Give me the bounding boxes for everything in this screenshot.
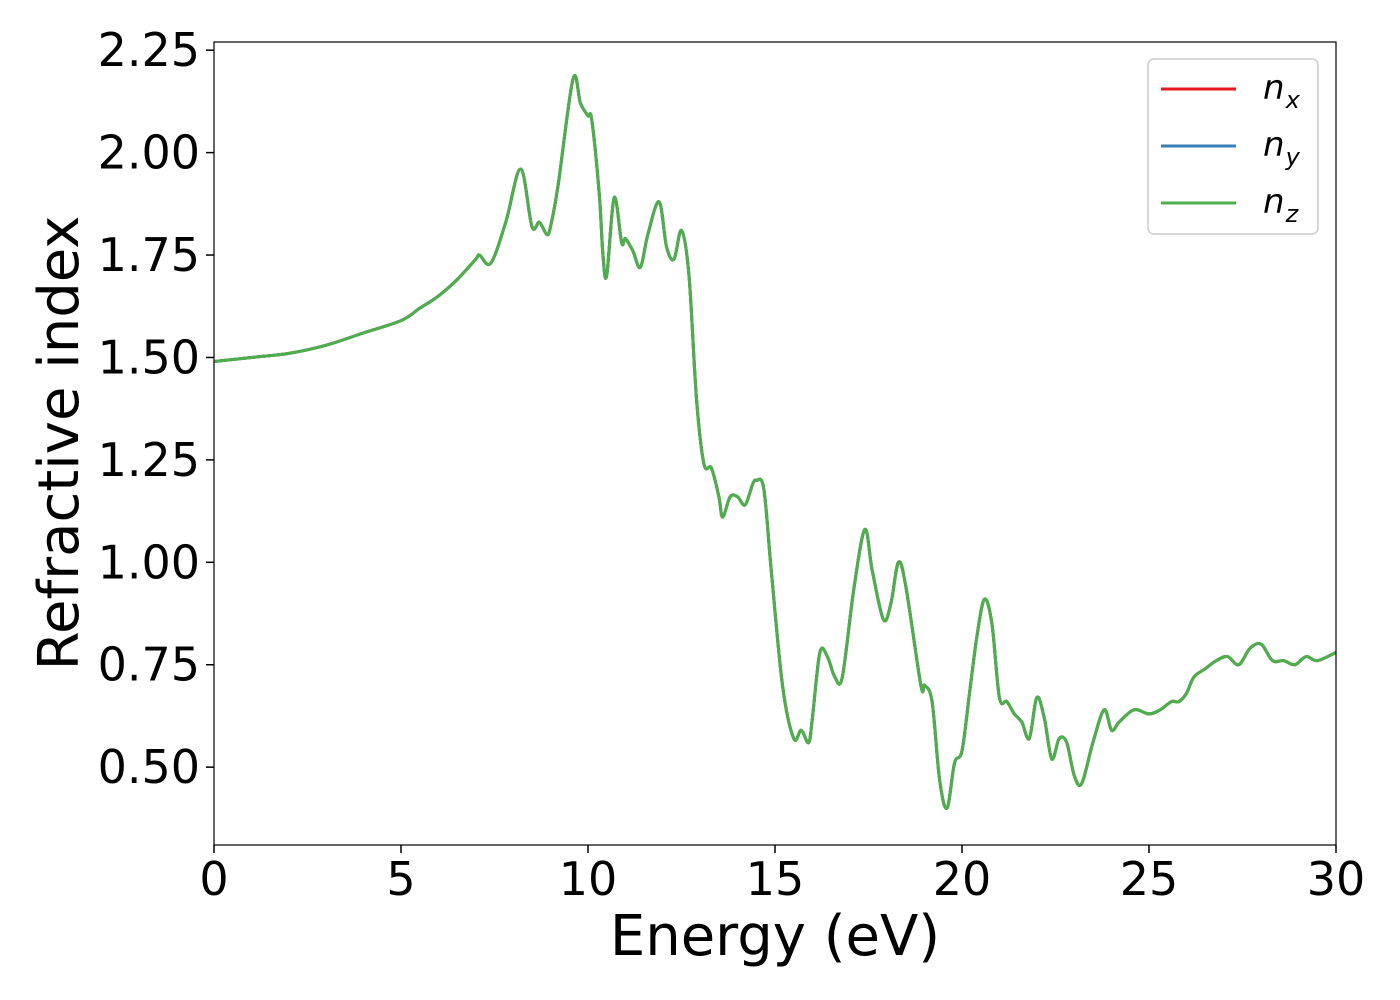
legend-label-subscript: x [1285,86,1301,114]
legend-label-base: n [1263,125,1285,165]
x-tick-label: 30 [1307,852,1366,906]
x-tick-label: 20 [933,852,992,906]
y-tick-label: 0.50 [98,740,200,794]
legend-label-nx: nx [1263,68,1301,114]
y-tick-label: 2.00 [98,126,200,180]
x-tick-label: 15 [746,852,805,906]
y-tick-label: 1.75 [98,228,200,282]
legend-label-nz: nz [1263,182,1300,228]
legend-label-subscript: z [1285,200,1300,228]
y-tick-label: 1.25 [98,433,200,487]
x-tick-label: 25 [1120,852,1179,906]
x-axis-title: Energy (eV) [610,904,940,969]
x-tick-label: 10 [559,852,618,906]
series-layer [214,74,1336,810]
y-axis-title: Refractive index [27,216,92,671]
x-tick-label: 5 [386,852,415,906]
x-axis-ticks: 0 5 10 15 20 25 30 [199,845,1365,906]
legend-label-base: n [1263,68,1285,108]
y-tick-label: 1.50 [98,330,200,384]
legend-label-ny: ny [1263,125,1301,171]
legend-label-subscript: y [1285,143,1301,171]
y-tick-label: 2.25 [98,23,200,77]
y-tick-label: 1.00 [98,535,200,589]
y-axis-ticks: 0.50 0.75 1.00 1.25 1.50 1.75 2.00 2.25 [98,23,214,794]
legend-label-base: n [1263,182,1285,222]
series-line-nz [214,74,1336,810]
x-tick-label: 0 [199,852,228,906]
y-tick-label: 0.75 [98,638,200,692]
